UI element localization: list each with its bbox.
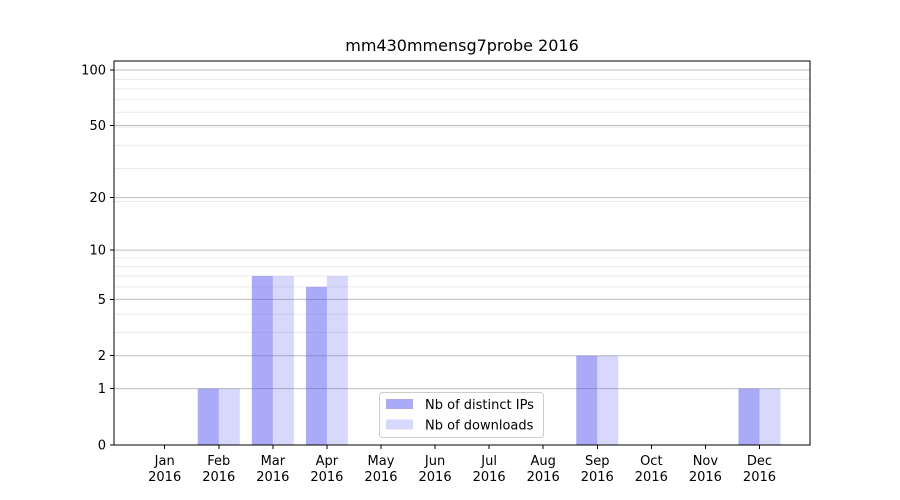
- y-tick-label: 1: [98, 382, 106, 397]
- x-tick-label-month: Jul: [480, 454, 497, 469]
- x-tick-label-year: 2016: [419, 470, 452, 485]
- x-tick-label-month: Dec: [747, 454, 772, 469]
- x-tick-label-year: 2016: [581, 470, 614, 485]
- gridlines-minor: [114, 78, 810, 333]
- bar-downloads-dec: [759, 388, 781, 445]
- x-tick-label-month: Sep: [585, 454, 610, 469]
- bar-downloads-mar: [272, 276, 294, 445]
- x-tick-label-month: Jan: [154, 454, 175, 469]
- legend-swatch-downloads: [386, 419, 413, 430]
- legend-label-distinct-ips: Nb of distinct IPs: [425, 398, 534, 413]
- y-tick-label: 5: [98, 293, 106, 308]
- x-tick-label-year: 2016: [635, 470, 668, 485]
- y-tick-label: 2: [98, 349, 106, 364]
- legend: Nb of distinct IPs Nb of downloads: [379, 392, 544, 438]
- y-tick-label: 10: [89, 244, 106, 259]
- x-tick-label-year: 2016: [364, 470, 397, 485]
- x-tick-label-month: Aug: [530, 454, 555, 469]
- bars: [197, 276, 781, 445]
- axis-tick-labels: 0125102050100Jan2016Feb2016Mar2016Apr201…: [81, 63, 776, 485]
- x-tick-label-month: Feb: [207, 454, 230, 469]
- x-tick-label-month: May: [368, 454, 395, 469]
- x-tick-label-year: 2016: [689, 470, 722, 485]
- bar-distinct-ips-apr: [305, 286, 327, 445]
- chart-title: mm430mmensg7probe 2016: [345, 36, 579, 55]
- bar-distinct-ips-mar: [251, 276, 273, 445]
- x-tick-label-month: Apr: [316, 454, 339, 469]
- bar-downloads-sep: [597, 355, 619, 445]
- bar-distinct-ips-sep: [576, 355, 598, 445]
- bar-downloads-feb: [218, 388, 240, 445]
- x-tick-label-year: 2016: [256, 470, 289, 485]
- x-tick-label-month: Oct: [640, 454, 662, 469]
- x-tick-label-year: 2016: [743, 470, 776, 485]
- y-tick-label: 20: [89, 191, 106, 206]
- bar-downloads-apr: [326, 276, 348, 445]
- x-tick-label-month: Nov: [693, 454, 719, 469]
- y-tick-label: 100: [81, 63, 106, 78]
- y-tick-label: 0: [98, 439, 106, 454]
- bar-distinct-ips-dec: [738, 388, 760, 445]
- x-tick-label-year: 2016: [310, 470, 343, 485]
- legend-swatch-distinct-ips: [386, 399, 413, 409]
- x-tick-label-year: 2016: [202, 470, 235, 485]
- x-tick-label-month: Jun: [424, 454, 445, 469]
- x-tick-label-year: 2016: [473, 470, 506, 485]
- x-tick-label-month: Mar: [261, 454, 286, 469]
- legend-label-downloads: Nb of downloads: [425, 419, 534, 434]
- y-tick-label: 50: [89, 119, 106, 134]
- legend-box: [379, 392, 544, 438]
- axis-ticks: [110, 69, 760, 449]
- x-tick-label-year: 2016: [148, 470, 181, 485]
- bar-distinct-ips-feb: [197, 388, 219, 445]
- x-tick-label-year: 2016: [527, 470, 560, 485]
- gridlines-major: [114, 69, 810, 390]
- plot-border: [113, 60, 811, 446]
